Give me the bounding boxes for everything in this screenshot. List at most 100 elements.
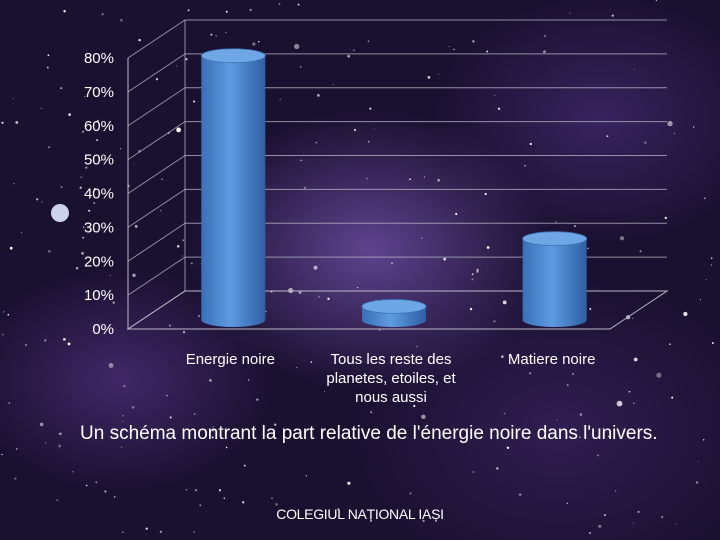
- star: [48, 146, 51, 149]
- star: [497, 107, 501, 111]
- star: [353, 128, 357, 132]
- star: [68, 113, 71, 116]
- star: [705, 279, 707, 281]
- star: [675, 523, 677, 525]
- star: [524, 164, 526, 167]
- star: [88, 209, 91, 212]
- star: [225, 446, 228, 449]
- star: [667, 120, 673, 127]
- star: [138, 38, 141, 42]
- star: [41, 201, 43, 203]
- y-tick-label: 0%: [92, 321, 114, 338]
- star: [1, 453, 3, 456]
- side-wall-gridline: [127, 188, 186, 228]
- star: [472, 471, 475, 473]
- star: [471, 273, 474, 275]
- side-wall-gridline: [127, 87, 186, 127]
- star: [176, 245, 180, 248]
- star: [223, 497, 226, 499]
- star: [120, 18, 123, 22]
- star: [315, 141, 318, 144]
- star: [413, 404, 416, 408]
- side-wall-gridline: [127, 121, 186, 161]
- x-axis-category-labels: Energie noire Tous les reste des planetes,…: [186, 351, 596, 406]
- star: [318, 295, 320, 298]
- star: [197, 314, 201, 318]
- star: [225, 10, 228, 13]
- star: [121, 428, 124, 432]
- star: [443, 257, 447, 261]
- star: [597, 454, 600, 457]
- star: [405, 380, 407, 382]
- star: [555, 221, 557, 223]
- star: [95, 481, 98, 484]
- star: [101, 13, 104, 16]
- star: [155, 78, 159, 81]
- star: [368, 141, 370, 143]
- bar-top: [361, 299, 427, 314]
- y-tick-label: 60%: [84, 118, 114, 135]
- star: [486, 50, 489, 53]
- star: [93, 187, 97, 191]
- star: [15, 120, 19, 124]
- star: [81, 252, 84, 255]
- star: [611, 14, 614, 17]
- side-wall-gridline: [127, 19, 186, 59]
- star: [448, 46, 450, 48]
- star: [409, 178, 411, 181]
- side-wall-gridline: [127, 222, 186, 262]
- star: [7, 313, 10, 316]
- star: [607, 435, 610, 438]
- star: [60, 185, 63, 189]
- star: [476, 270, 479, 273]
- star: [683, 311, 688, 317]
- star: [46, 66, 49, 69]
- chart-floor: [126, 290, 669, 330]
- star: [632, 522, 634, 524]
- star: [9, 246, 13, 250]
- star: [615, 490, 617, 492]
- star: [218, 489, 222, 492]
- star: [702, 438, 705, 441]
- star: [247, 379, 250, 381]
- star: [633, 69, 635, 71]
- star: [569, 12, 571, 14]
- star: [145, 527, 148, 530]
- star: [242, 501, 245, 504]
- star: [209, 379, 212, 382]
- star: [518, 493, 522, 496]
- star: [100, 159, 102, 162]
- star: [44, 339, 47, 342]
- star: [693, 126, 695, 128]
- star: [131, 406, 135, 409]
- star: [185, 58, 188, 61]
- star: [544, 35, 547, 37]
- star: [134, 225, 138, 228]
- star: [211, 429, 215, 432]
- star: [1, 333, 4, 336]
- star: [421, 414, 426, 420]
- star: [273, 423, 277, 426]
- side-wall-gridline: [127, 256, 186, 296]
- star: [36, 198, 39, 201]
- star: [256, 398, 259, 401]
- star: [48, 250, 51, 253]
- star: [298, 291, 302, 295]
- star: [243, 464, 246, 467]
- star: [373, 128, 375, 130]
- star: [313, 265, 318, 270]
- star: [96, 139, 99, 142]
- star: [587, 360, 589, 362]
- star: [416, 346, 418, 348]
- star: [58, 444, 62, 448]
- star: [639, 250, 642, 253]
- star: [471, 278, 474, 281]
- star: [573, 225, 576, 228]
- star: [337, 508, 340, 511]
- star: [300, 159, 302, 162]
- star: [589, 532, 591, 534]
- star: [664, 216, 667, 220]
- star: [121, 531, 124, 533]
- star: [352, 49, 355, 52]
